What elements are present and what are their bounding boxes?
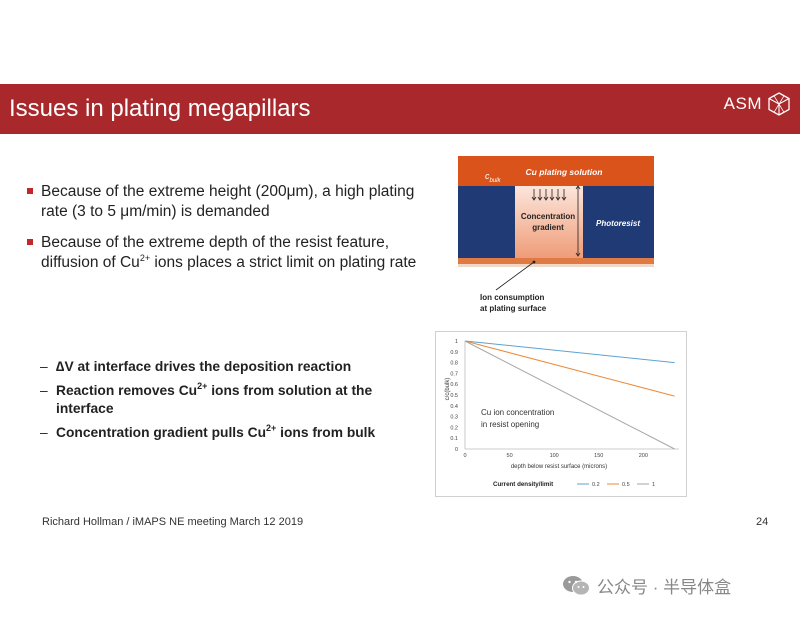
footer-text: Richard Hollman / iMAPS NE meeting March… bbox=[42, 516, 304, 528]
y-tick-label: 0.8 bbox=[450, 361, 458, 367]
sub-item: – ∆V at interface drives the deposition … bbox=[40, 358, 420, 376]
sub-text: Reaction removes Cu2+ ions from solution… bbox=[56, 381, 373, 417]
solution-label: Cu plating solution bbox=[526, 167, 603, 177]
y-tick-label: 1 bbox=[455, 339, 458, 345]
sub-item: – Reaction removes Cu2+ ions from soluti… bbox=[40, 382, 420, 418]
asm-logo: ASM bbox=[724, 92, 790, 116]
plating-diagram: cbulk Cu plating solution Concentration … bbox=[458, 156, 654, 313]
legend-label-1: 1 bbox=[652, 482, 655, 488]
page-number: 24 bbox=[756, 516, 769, 528]
chart-annotation-2: in resist opening bbox=[481, 420, 539, 429]
legend-label-0.5: 0.5 bbox=[622, 482, 630, 488]
bullet-item: Because of the extreme height (200μm), a… bbox=[22, 182, 422, 222]
bullet-text: Because of the extreme height (200μm), a… bbox=[41, 183, 415, 220]
c-bulk-label: cbulk bbox=[485, 171, 502, 184]
bullet-square-icon bbox=[27, 239, 33, 245]
wechat-icon bbox=[563, 575, 590, 595]
dash-marker: – bbox=[40, 359, 48, 374]
diffusion-arrows-icon bbox=[531, 189, 567, 201]
series-line-0.5 bbox=[464, 340, 675, 397]
x-axis-label: depth below resist surface (microns) bbox=[511, 464, 607, 470]
y-tick-label: 0.1 bbox=[450, 436, 458, 442]
dash-marker: – bbox=[40, 425, 48, 440]
series-line-0.2 bbox=[464, 340, 675, 364]
photoresist-left bbox=[458, 186, 515, 258]
bullet-item: Because of the extreme depth of the resi… bbox=[22, 233, 422, 273]
resist-opening bbox=[515, 186, 583, 258]
x-tick-label: 0 bbox=[463, 453, 466, 459]
sub-text: Concentration gradient pulls Cu2+ ions f… bbox=[56, 423, 376, 441]
bullet-square-icon bbox=[27, 188, 33, 194]
legend-label-0.2: 0.2 bbox=[592, 482, 600, 488]
ion-label-2: at plating surface bbox=[480, 304, 547, 313]
dash-marker: – bbox=[40, 383, 48, 398]
chart-frame bbox=[435, 331, 687, 497]
bullet-list: Because of the extreme height (200μm), a… bbox=[22, 182, 422, 284]
slide-title: Issues in plating megapillars bbox=[9, 95, 311, 122]
ion-label-1: Ion consumption bbox=[480, 293, 545, 302]
y-tick-label: 0 bbox=[455, 447, 458, 453]
sub-text: ∆V at interface drives the deposition re… bbox=[56, 359, 352, 374]
series-line-1 bbox=[464, 340, 675, 450]
chart-annotation-1: Cu ion concentration bbox=[481, 408, 554, 417]
chart-plot-area: 0 0.1 0.2 0.3 0.4 0.5 0.6 0.7 0.8 0.9 1 0 50 100 150 20… bbox=[450, 339, 679, 459]
y-tick-label: 0.3 bbox=[450, 415, 458, 421]
solution-layer bbox=[458, 156, 654, 186]
x-tick-label: 200 bbox=[639, 453, 648, 459]
y-tick-label: 0.6 bbox=[450, 382, 458, 388]
substrate-base bbox=[458, 264, 654, 267]
title-banner: Issues in plating megapillars ASM bbox=[0, 84, 800, 134]
x-tick-label: 100 bbox=[550, 453, 559, 459]
y-tick-label: 0.4 bbox=[450, 404, 458, 410]
y-tick-label: 0.9 bbox=[450, 350, 458, 356]
bullet-text: Because of the extreme depth of the resi… bbox=[41, 234, 417, 271]
sub-item: – Concentration gradient pulls Cu2+ ions… bbox=[40, 424, 420, 442]
logo-text: ASM bbox=[723, 94, 762, 113]
substrate-layer bbox=[458, 258, 654, 264]
photoresist-right bbox=[583, 186, 654, 258]
chart-legend: 0.2 0.5 1 bbox=[577, 482, 655, 488]
x-tick-label: 50 bbox=[507, 453, 513, 459]
y-tick-label: 0.7 bbox=[450, 371, 458, 377]
sub-list: – ∆V at interface drives the deposition … bbox=[40, 358, 420, 448]
photoresist-label: Photoresist bbox=[596, 219, 640, 228]
y-tick-label: 0.5 bbox=[450, 393, 458, 399]
x-tick-label: 150 bbox=[594, 453, 603, 459]
concentration-chart: 0 0.1 0.2 0.3 0.4 0.5 0.6 0.7 0.8 0.9 1 0 50 100 150 20… bbox=[435, 331, 687, 497]
gradient-label-2: gradient bbox=[532, 223, 564, 232]
watermark-text: 公众号 · 半导体盒 bbox=[597, 578, 732, 597]
ion-pointer-icon bbox=[495, 261, 535, 291]
y-tick-label: 0.2 bbox=[450, 425, 458, 431]
watermark: 公众号 · 半导体盒 bbox=[562, 573, 731, 598]
gradient-label-1: Concentration bbox=[521, 212, 575, 221]
legend-title: Current density/limit bbox=[493, 481, 553, 488]
cube-logo-icon bbox=[768, 92, 790, 116]
y-axis-label: c/c(bulk) bbox=[445, 378, 451, 401]
